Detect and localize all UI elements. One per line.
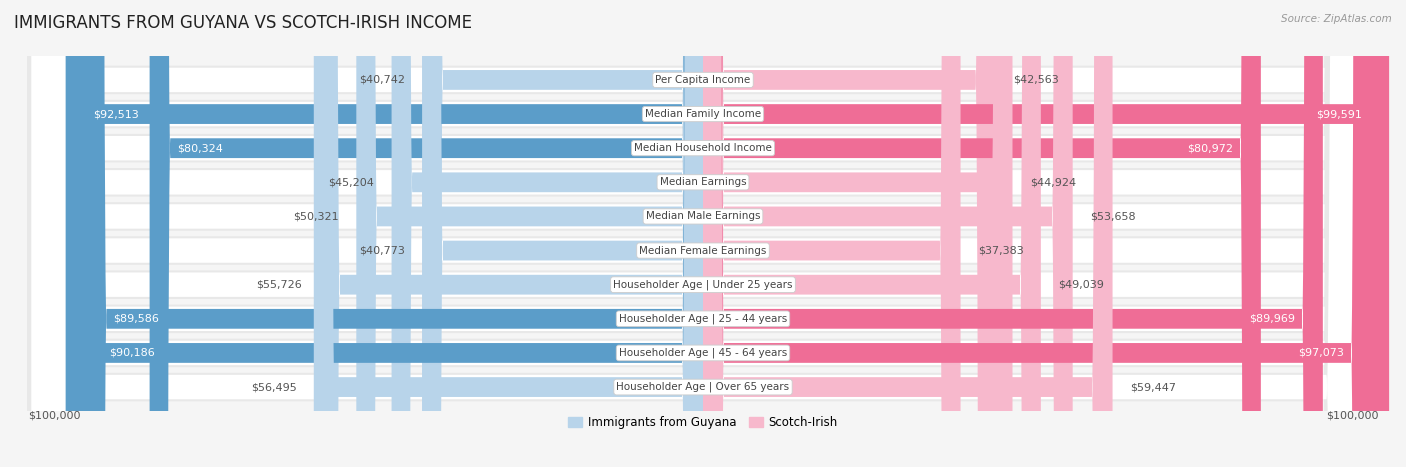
Text: Median Male Earnings: Median Male Earnings bbox=[645, 212, 761, 221]
Text: $42,563: $42,563 bbox=[1014, 75, 1059, 85]
FancyBboxPatch shape bbox=[422, 0, 703, 467]
FancyBboxPatch shape bbox=[31, 0, 1375, 467]
FancyBboxPatch shape bbox=[703, 0, 1112, 467]
FancyBboxPatch shape bbox=[31, 0, 1375, 467]
FancyBboxPatch shape bbox=[31, 0, 1375, 467]
FancyBboxPatch shape bbox=[28, 0, 1378, 467]
Text: $99,591: $99,591 bbox=[1316, 109, 1361, 119]
FancyBboxPatch shape bbox=[31, 0, 1375, 467]
Text: $89,586: $89,586 bbox=[114, 314, 159, 324]
FancyBboxPatch shape bbox=[314, 0, 703, 467]
Text: $56,495: $56,495 bbox=[250, 382, 297, 392]
FancyBboxPatch shape bbox=[28, 0, 1378, 467]
FancyBboxPatch shape bbox=[703, 0, 1261, 467]
FancyBboxPatch shape bbox=[31, 0, 1375, 467]
FancyBboxPatch shape bbox=[422, 0, 703, 467]
Text: $45,204: $45,204 bbox=[329, 177, 374, 187]
FancyBboxPatch shape bbox=[703, 0, 1323, 467]
Text: $53,658: $53,658 bbox=[1090, 212, 1136, 221]
FancyBboxPatch shape bbox=[149, 0, 703, 467]
Text: Householder Age | Over 65 years: Householder Age | Over 65 years bbox=[616, 382, 790, 392]
Text: $37,383: $37,383 bbox=[977, 246, 1024, 255]
Text: $80,972: $80,972 bbox=[1187, 143, 1233, 153]
FancyBboxPatch shape bbox=[703, 0, 997, 467]
Text: $97,073: $97,073 bbox=[1298, 348, 1344, 358]
FancyBboxPatch shape bbox=[703, 0, 1012, 467]
Text: $80,324: $80,324 bbox=[177, 143, 224, 153]
Text: IMMIGRANTS FROM GUYANA VS SCOTCH-IRISH INCOME: IMMIGRANTS FROM GUYANA VS SCOTCH-IRISH I… bbox=[14, 14, 472, 32]
Text: $50,321: $50,321 bbox=[294, 212, 339, 221]
FancyBboxPatch shape bbox=[703, 0, 1073, 467]
FancyBboxPatch shape bbox=[31, 0, 1375, 467]
Text: $40,742: $40,742 bbox=[359, 75, 405, 85]
FancyBboxPatch shape bbox=[28, 0, 1378, 467]
Text: Householder Age | 25 - 44 years: Householder Age | 25 - 44 years bbox=[619, 313, 787, 324]
FancyBboxPatch shape bbox=[703, 0, 1372, 467]
FancyBboxPatch shape bbox=[319, 0, 703, 467]
FancyBboxPatch shape bbox=[28, 0, 1378, 467]
FancyBboxPatch shape bbox=[392, 0, 703, 467]
Text: $49,039: $49,039 bbox=[1059, 280, 1104, 290]
FancyBboxPatch shape bbox=[31, 0, 1375, 467]
Text: Median Family Income: Median Family Income bbox=[645, 109, 761, 119]
Text: Per Capita Income: Per Capita Income bbox=[655, 75, 751, 85]
Text: Householder Age | 45 - 64 years: Householder Age | 45 - 64 years bbox=[619, 348, 787, 358]
Text: Householder Age | Under 25 years: Householder Age | Under 25 years bbox=[613, 279, 793, 290]
FancyBboxPatch shape bbox=[66, 0, 703, 467]
FancyBboxPatch shape bbox=[703, 0, 1040, 467]
Text: $90,186: $90,186 bbox=[110, 348, 155, 358]
FancyBboxPatch shape bbox=[28, 0, 1378, 467]
FancyBboxPatch shape bbox=[31, 0, 1375, 467]
Text: $89,969: $89,969 bbox=[1250, 314, 1295, 324]
FancyBboxPatch shape bbox=[703, 0, 1389, 467]
Text: $100,000: $100,000 bbox=[1326, 411, 1378, 421]
Text: $44,924: $44,924 bbox=[1029, 177, 1076, 187]
Text: Source: ZipAtlas.com: Source: ZipAtlas.com bbox=[1281, 14, 1392, 24]
FancyBboxPatch shape bbox=[28, 0, 1378, 467]
FancyBboxPatch shape bbox=[28, 0, 1378, 467]
FancyBboxPatch shape bbox=[703, 0, 960, 467]
FancyBboxPatch shape bbox=[28, 0, 1378, 467]
Text: Median Household Income: Median Household Income bbox=[634, 143, 772, 153]
FancyBboxPatch shape bbox=[28, 0, 1378, 467]
FancyBboxPatch shape bbox=[82, 0, 703, 467]
Text: $100,000: $100,000 bbox=[28, 411, 80, 421]
FancyBboxPatch shape bbox=[28, 0, 1378, 467]
FancyBboxPatch shape bbox=[31, 0, 1375, 467]
FancyBboxPatch shape bbox=[31, 0, 1375, 467]
Text: $55,726: $55,726 bbox=[256, 280, 302, 290]
Legend: Immigrants from Guyana, Scotch-Irish: Immigrants from Guyana, Scotch-Irish bbox=[564, 411, 842, 433]
Text: $92,513: $92,513 bbox=[93, 109, 139, 119]
Text: Median Earnings: Median Earnings bbox=[659, 177, 747, 187]
Text: Median Female Earnings: Median Female Earnings bbox=[640, 246, 766, 255]
Text: $59,447: $59,447 bbox=[1130, 382, 1175, 392]
FancyBboxPatch shape bbox=[86, 0, 703, 467]
Text: $40,773: $40,773 bbox=[359, 246, 405, 255]
FancyBboxPatch shape bbox=[356, 0, 703, 467]
